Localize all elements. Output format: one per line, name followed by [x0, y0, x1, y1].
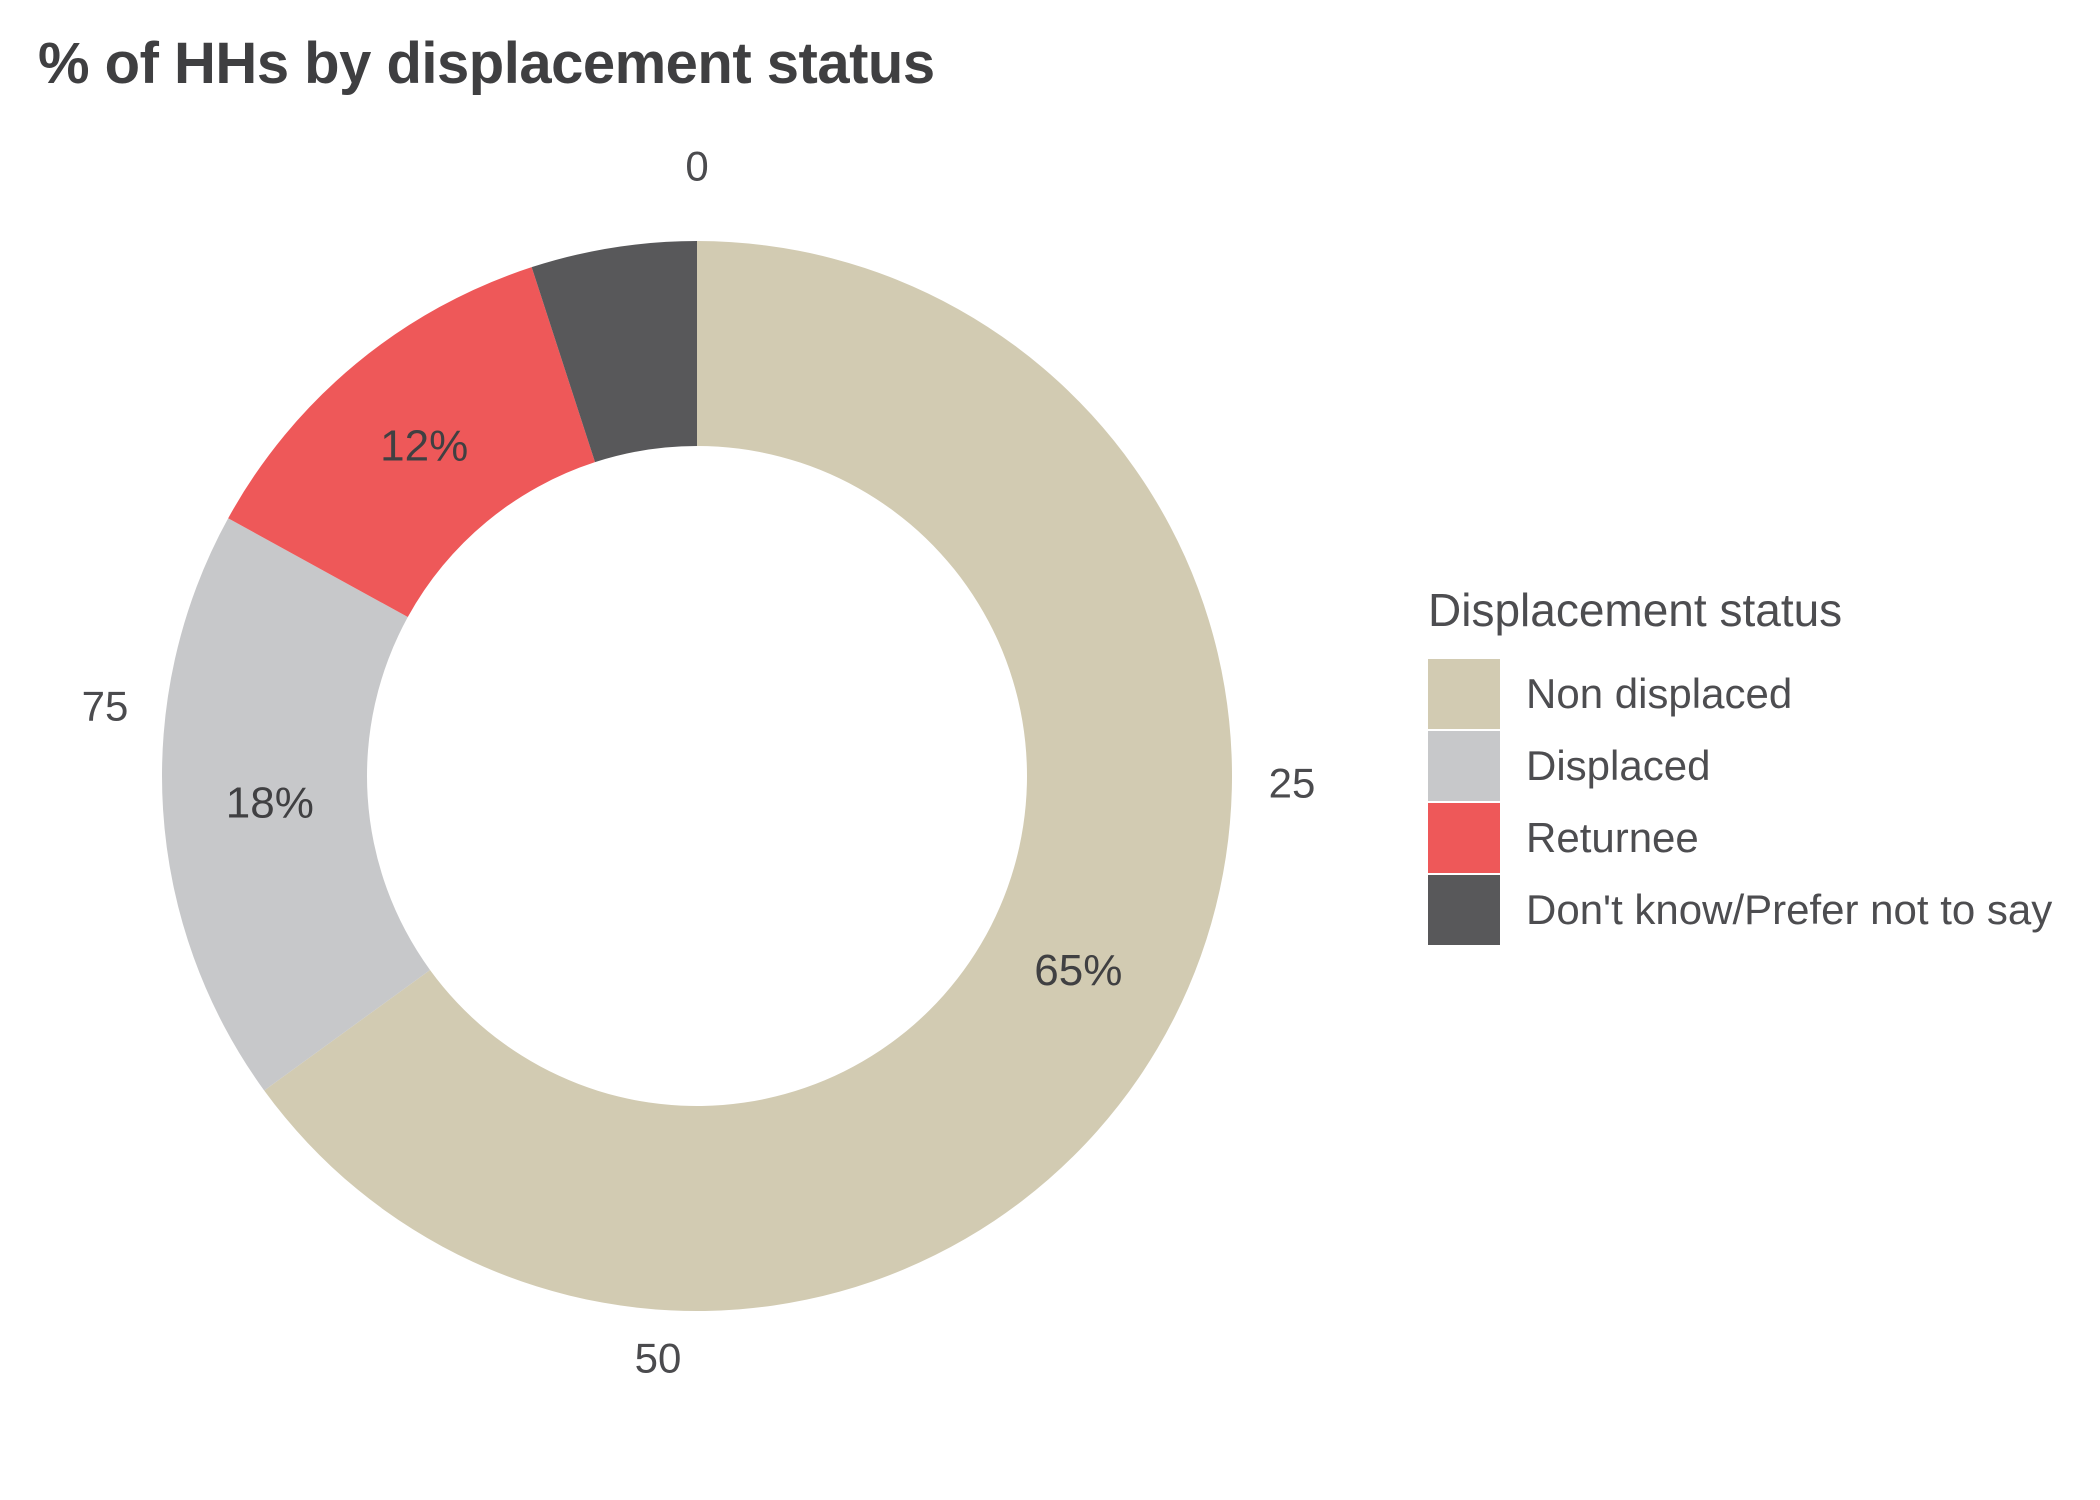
angular-tick-50: 50 [635, 1335, 682, 1382]
chart-title: % of HHs by displacement status [38, 31, 935, 96]
legend-swatch-don-t-know-prefer-not-to-say [1428, 875, 1500, 945]
angular-tick-0: 0 [685, 143, 708, 190]
legend-label-returnee: Returnee [1526, 814, 1699, 861]
slice-label-non-displaced: 65% [1034, 946, 1122, 995]
slice-label-returnee: 12% [380, 422, 468, 471]
legend-swatch-non-displaced [1428, 659, 1500, 729]
legend-item-non-displaced: Non displaced [1428, 659, 2078, 729]
legend-item-don-t-know-prefer-not-to-say: Don't know/Prefer not to say [1428, 875, 2078, 945]
legend: Displacement status Non displaced Displac… [1428, 583, 2078, 947]
slice-don-t-know-prefer-not-to-say [531, 241, 697, 463]
legend-swatch-returnee [1428, 803, 1500, 873]
legend-label-non-displaced: Non displaced [1526, 670, 1793, 717]
legend-item-displaced: Displaced [1428, 731, 2078, 801]
angular-tick-75: 75 [82, 683, 129, 730]
slice-displaced [161, 518, 431, 1091]
legend-swatch-displaced [1428, 731, 1500, 801]
slice-label-displaced: 18% [226, 778, 314, 827]
slice-non-displaced [264, 241, 1232, 1312]
slice-returnee [228, 267, 596, 618]
legend-label-don-t-know-prefer-not-to-say: Don't know/Prefer not to say [1526, 886, 2053, 933]
legend-label-displaced: Displaced [1526, 742, 1711, 789]
legend-items: Non displaced Displaced Returnee Don't know… [1428, 659, 2078, 945]
angular-tick-25: 25 [1269, 760, 1316, 807]
legend-title: Displacement status [1428, 584, 1843, 636]
legend-item-returnee: Returnee [1428, 803, 2078, 873]
